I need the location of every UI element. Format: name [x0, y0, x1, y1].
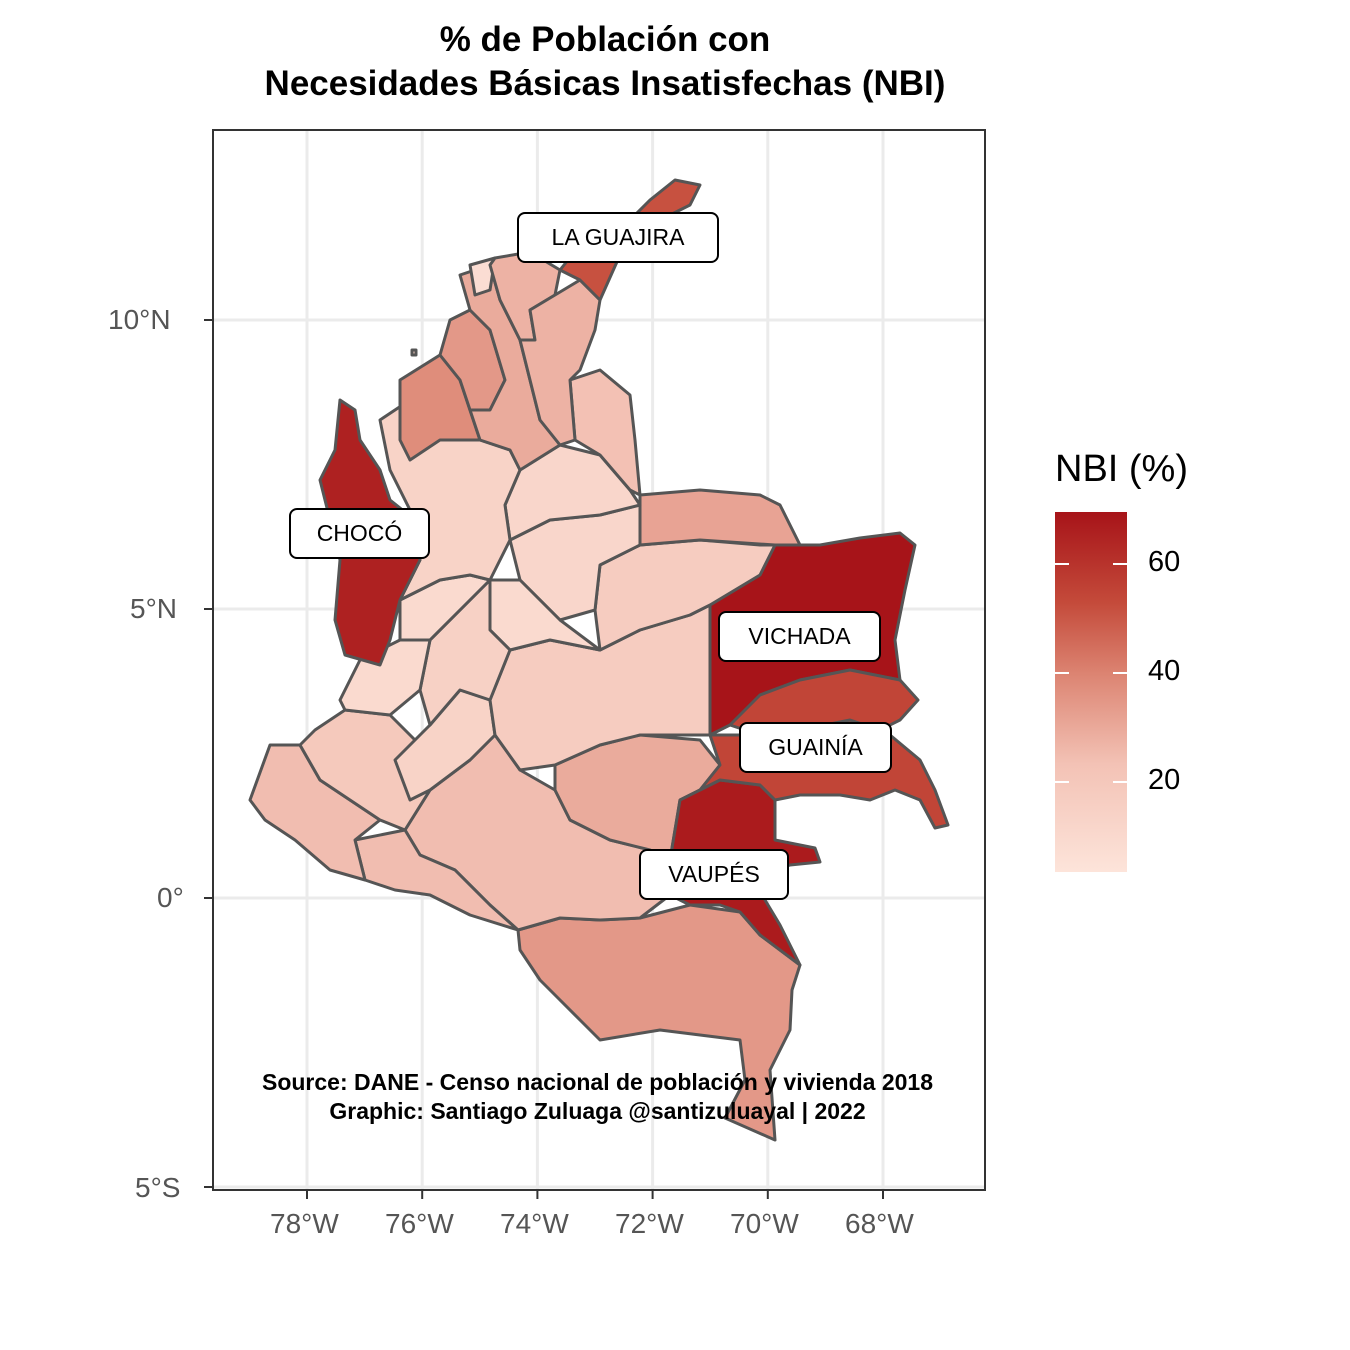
region-amazonas	[516, 903, 802, 1142]
region-putumayo	[353, 828, 520, 932]
legend-label: 20	[1148, 764, 1181, 796]
region-atlantico	[468, 256, 497, 297]
caption-line-1: Source: DANE - Censo nacional de poblaci…	[261, 1069, 934, 1095]
legend-tick-left	[1055, 781, 1069, 783]
title-line-1: % de Población con	[439, 20, 771, 59]
legend-tick-right	[1113, 672, 1127, 674]
y-tick-label: 5°S	[135, 1172, 181, 1203]
legend-tick-right	[1113, 781, 1127, 783]
y-tick-label: 10°N	[108, 304, 171, 335]
legend-color-bar	[1055, 512, 1127, 872]
department-regions	[248, 178, 950, 1142]
legend-tick-left	[1055, 672, 1069, 674]
x-tick-label: 76°W	[385, 1208, 454, 1239]
map-label-choco: CHOCÓ	[289, 508, 430, 559]
x-tick-label: 74°W	[500, 1208, 569, 1239]
legend-label: 60	[1148, 546, 1181, 578]
region-cesar	[518, 278, 602, 447]
chart-caption: Source: DANE - Censo nacional de poblaci…	[0, 1068, 1195, 1126]
map-label-vichada: VICHADA	[718, 611, 881, 662]
legend-title: NBI (%)	[1055, 448, 1188, 490]
x-tick-label: 70°W	[730, 1208, 799, 1239]
y-tick-label: 0°	[157, 882, 184, 913]
map-label-la-guajira: LA GUAJIRA	[517, 212, 719, 263]
y-tick-label: 5°N	[130, 593, 177, 624]
legend-tick-right	[1113, 563, 1127, 565]
map-label-guainia: GUAINÍA	[739, 722, 892, 773]
x-tick-label: 68°W	[845, 1208, 914, 1239]
legend-label: 40	[1148, 655, 1181, 687]
x-tick-label: 78°W	[270, 1208, 339, 1239]
y-axis-ticks	[204, 319, 213, 1188]
region-norte-santander	[568, 368, 642, 497]
region-narino	[248, 743, 382, 882]
chart-title: % de Población con Necesidades Básicas I…	[0, 18, 1210, 106]
region-arauca	[638, 488, 802, 547]
title-line-2: Necesidades Básicas Insatisfechas (NBI)	[264, 64, 946, 103]
x-axis-ticks	[306, 1190, 884, 1199]
legend-tick-left	[1055, 563, 1069, 565]
panel-border	[212, 129, 986, 1191]
region-san-andres	[410, 348, 418, 357]
map-label-vaupes: VAUPÉS	[639, 849, 789, 900]
caption-line-2: Graphic: Santiago Zuluaga @santizuluayal…	[329, 1098, 866, 1124]
x-tick-label: 72°W	[615, 1208, 684, 1239]
